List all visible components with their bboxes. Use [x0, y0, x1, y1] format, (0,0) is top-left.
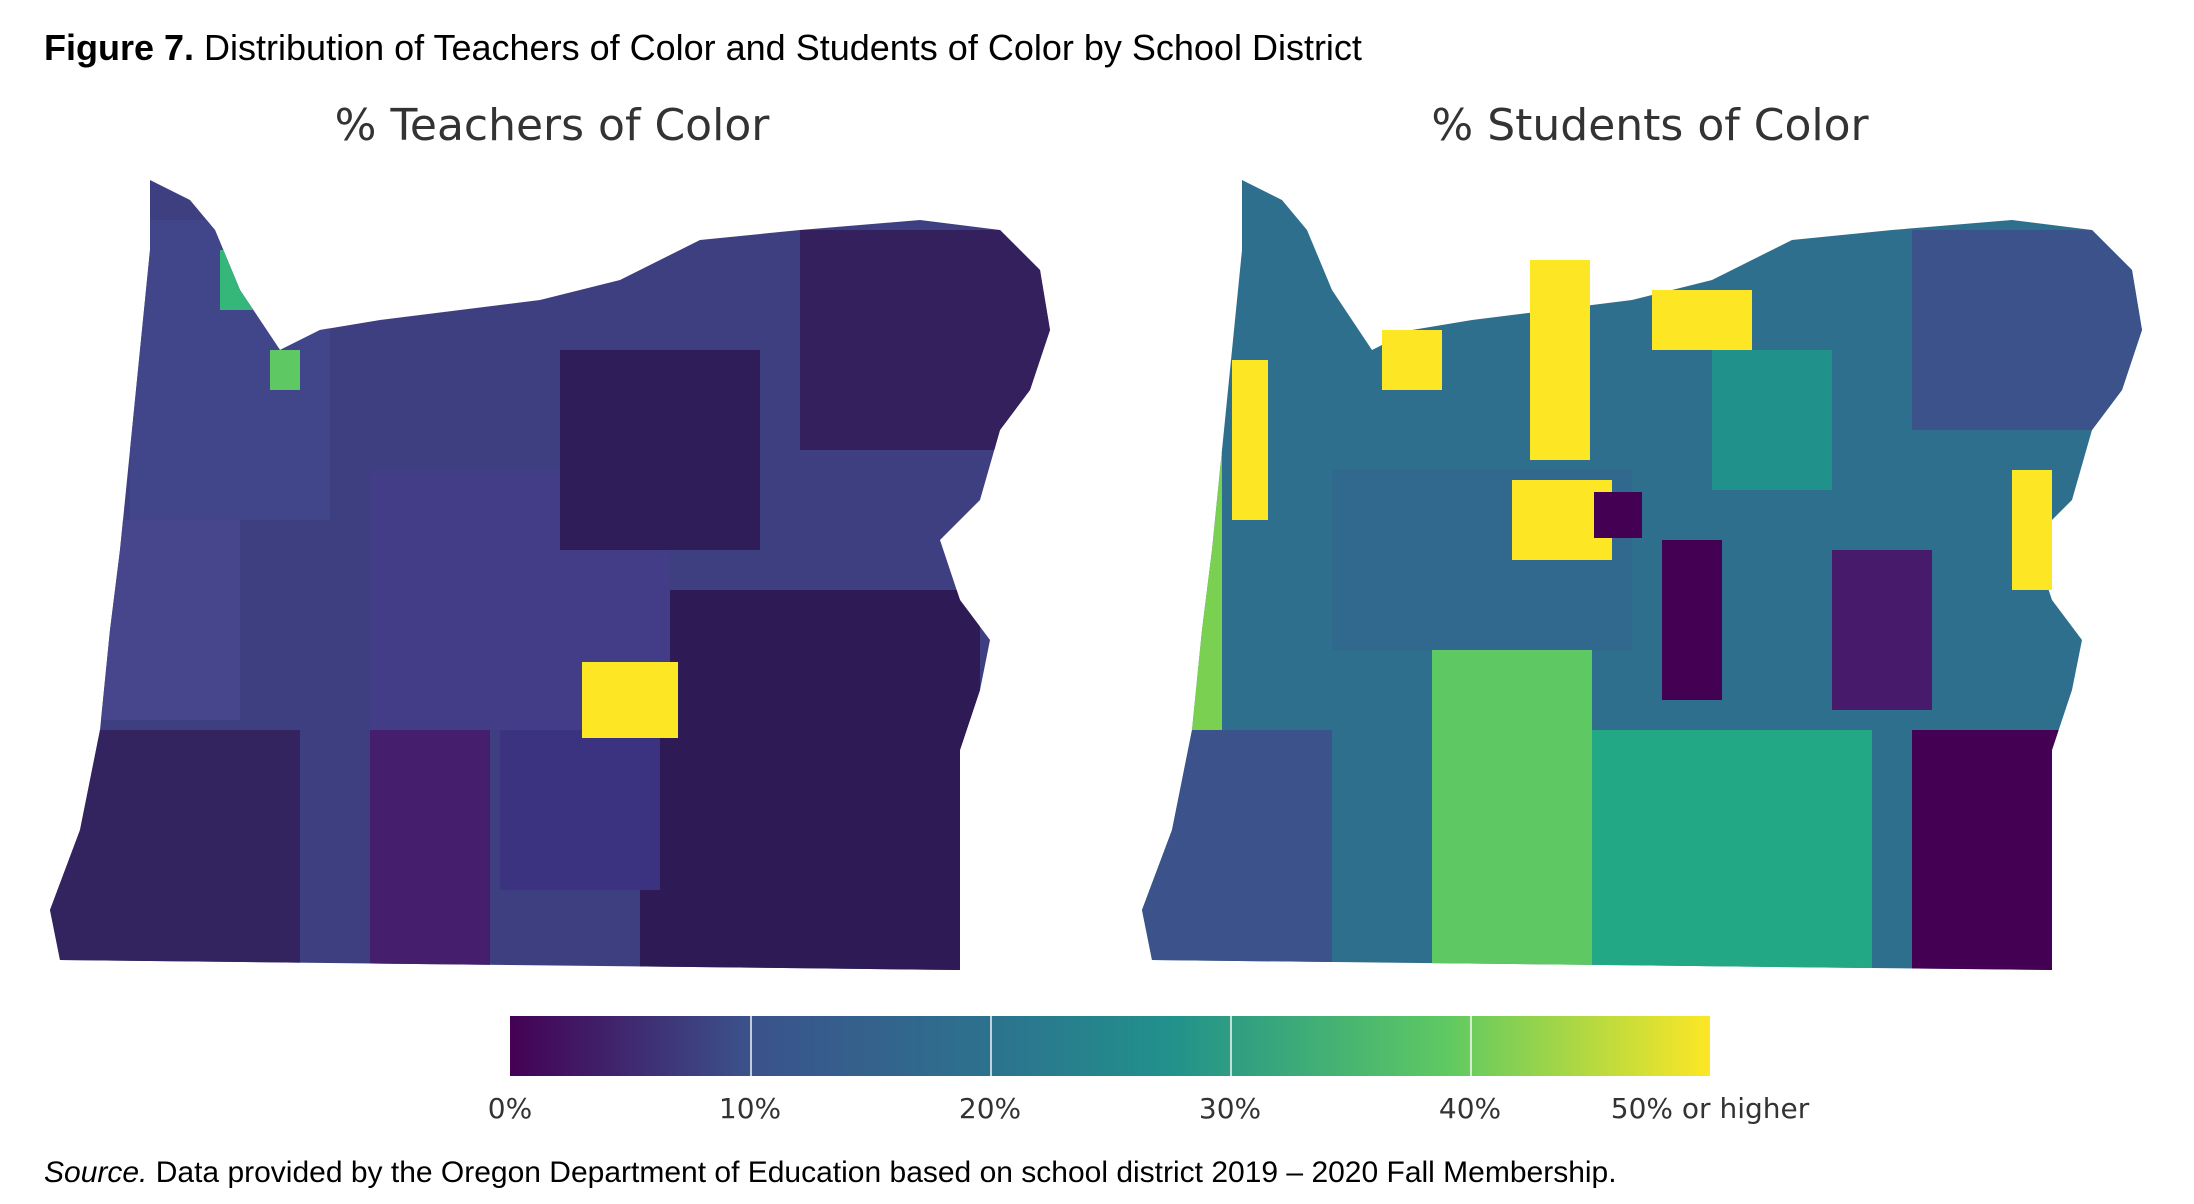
district-central-green — [1432, 640, 1592, 970]
yellow-north-central — [1382, 330, 1442, 390]
yellow-east — [2012, 470, 2052, 590]
students-map — [1142, 180, 2142, 970]
color-scale-bar — [510, 1016, 1710, 1076]
legend-label-50: 50% or higher — [1610, 1092, 1810, 1125]
district-w — [100, 520, 240, 720]
district-highlight-b — [270, 350, 300, 390]
map-title-students: % Students of Color — [1431, 100, 1869, 151]
district-sw — [50, 730, 300, 970]
district-ne — [800, 230, 1050, 450]
district-sc — [370, 730, 490, 970]
source-note: Source. Data provided by the Oregon Depa… — [44, 1156, 1617, 1190]
legend-tick-30 — [1230, 1016, 1232, 1076]
yellow-nw-corridor — [1232, 360, 1268, 520]
district-highlight-a — [220, 250, 260, 310]
legend-tick-10 — [750, 1016, 752, 1076]
district-west-coast — [1152, 370, 1222, 730]
district-south-teal — [1592, 730, 1872, 970]
yellow-north — [1652, 290, 1752, 350]
district-se-dark — [1912, 730, 2112, 970]
teachers-map — [50, 180, 1050, 970]
district-dark-inner — [1662, 540, 1722, 700]
legend-label-0: 0% — [487, 1092, 533, 1125]
legend-tick-40 — [1470, 1016, 1472, 1076]
district-ne — [1912, 230, 2142, 430]
dark-square — [1594, 492, 1642, 538]
legend-label-20: 20% — [958, 1092, 1022, 1125]
district-teal-mid — [1712, 350, 1832, 490]
yellow-districts — [1232, 260, 2052, 590]
source-text: Data provided by the Oregon Department o… — [155, 1156, 1617, 1189]
legend-label-10: 10% — [718, 1092, 782, 1125]
district-mid — [500, 730, 660, 890]
yellow-district-south — [582, 662, 678, 738]
legend-label-40: 40% — [1438, 1092, 1502, 1125]
legend-tick-20 — [990, 1016, 992, 1076]
district-sw — [1142, 730, 1332, 970]
district-se — [640, 590, 980, 970]
map-title-teachers: % Teachers of Color — [334, 100, 770, 151]
district-nc — [560, 350, 760, 550]
yellow-upper-central — [1530, 260, 1590, 460]
figure-caption: Figure 7. Distribution of Teachers of Co… — [44, 24, 1362, 72]
figure-label: Figure 7. — [44, 27, 195, 68]
figure-title: Distribution of Teachers of Color and St… — [204, 27, 1362, 68]
legend-label-30: 30% — [1198, 1092, 1262, 1125]
source-label: Source. — [44, 1156, 148, 1189]
district-se-purple — [1832, 550, 1932, 710]
